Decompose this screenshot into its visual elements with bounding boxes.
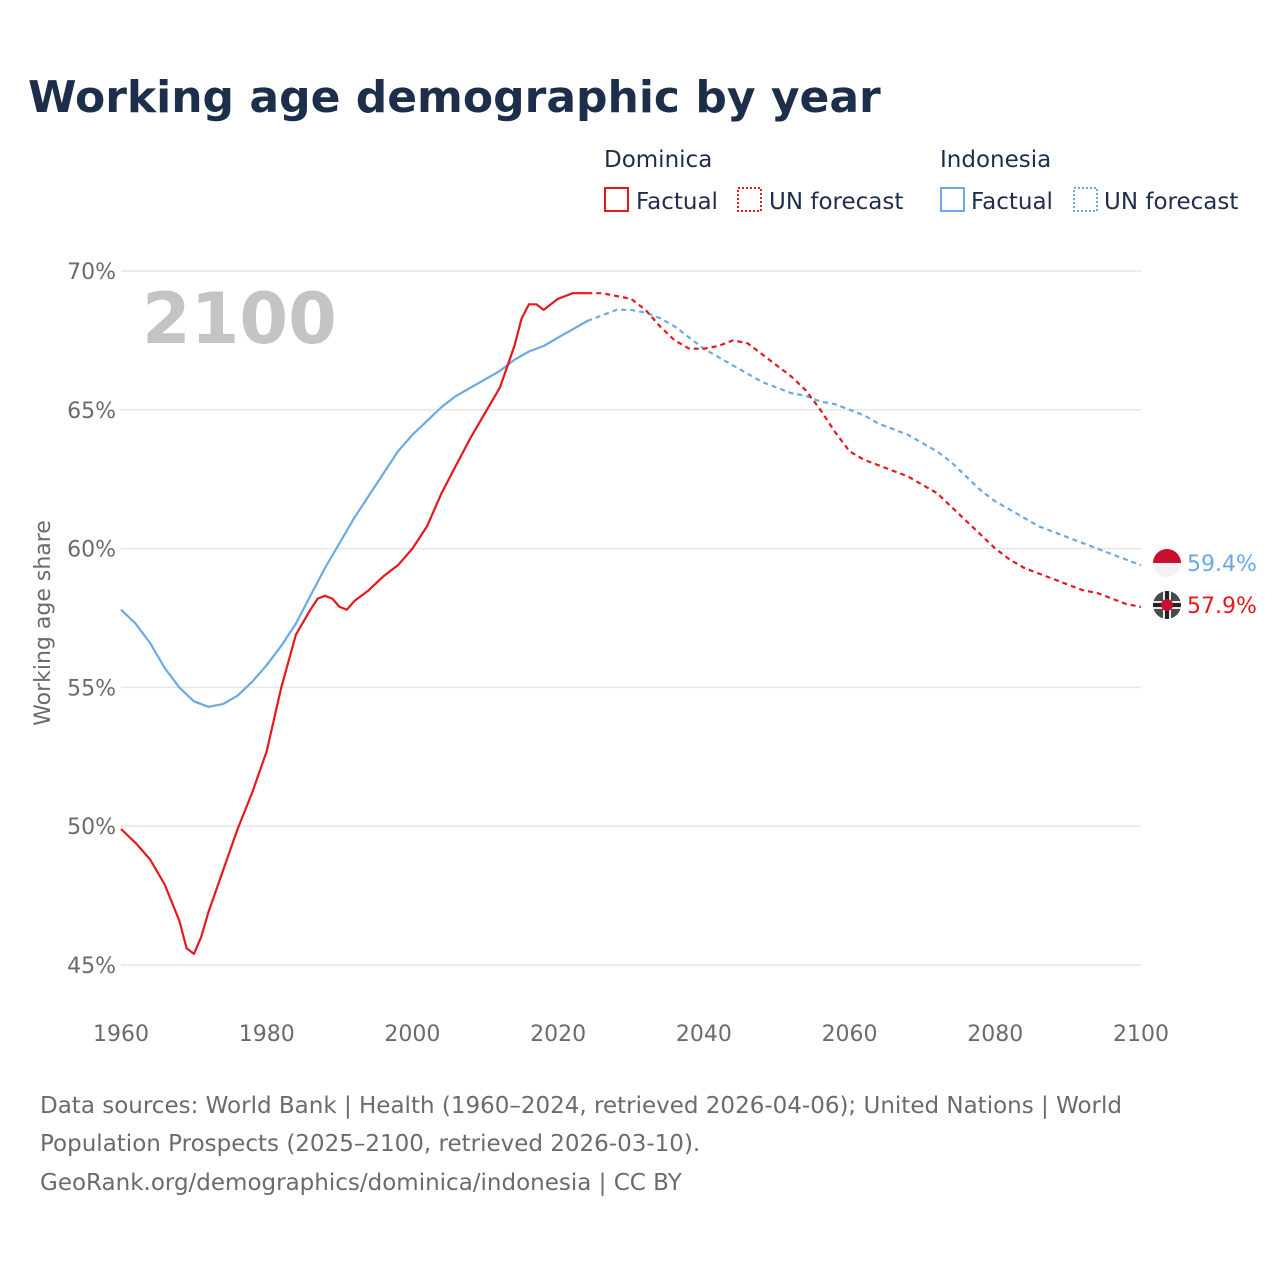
end-label-indonesia: 59.4% [1187,552,1257,577]
x-tick-label: 1960 [93,1022,149,1047]
dominica-flag-icon [1153,591,1181,619]
x-tick-label: 1980 [239,1022,295,1047]
x-tick-label: 2080 [967,1022,1023,1047]
legend-label-indonesia-factual[interactable]: Factual [971,189,1053,215]
series-line-indonesia-forecast[interactable] [586,308,1142,567]
y-tick-label: 55% [67,676,116,701]
x-tick-label: 2100 [1113,1022,1169,1047]
legend-swatch-dominica-factual[interactable] [604,187,629,212]
chart-title: Working age demographic by year [28,72,881,123]
legend-label-dominica-forecast[interactable]: UN forecast [769,189,903,215]
legend: Dominica Factual UN forecast Indonesia F… [604,147,1238,215]
indonesia-flag-icon [1153,549,1181,577]
y-axis-label: Working age share [31,520,56,726]
legend-swatch-dominica-forecast[interactable] [737,187,762,212]
legend-swatch-indonesia-factual[interactable] [940,187,965,212]
gridlines [121,270,1141,966]
y-tick-label: 65% [67,399,116,424]
end-label-dominica: 57.9% [1187,594,1257,619]
y-tick-label: 45% [67,954,116,979]
series-line-dominica-factual[interactable] [120,292,588,955]
source-line-1: Data sources: World Bank | Health (1960–… [40,1093,1122,1119]
y-tick-label: 50% [67,815,116,840]
legend-group-indonesia: Indonesia [940,147,1051,173]
y-axis-ticks: 45% 50% 55% 60% 65% 70% [67,260,116,979]
series [120,292,1142,955]
legend-group-dominica: Dominica [604,147,712,173]
x-tick-label: 2040 [676,1022,732,1047]
legend-label-dominica-factual[interactable]: Factual [636,189,718,215]
legend-label-indonesia-forecast[interactable]: UN forecast [1104,189,1238,215]
x-axis-ticks: 1960 1980 2000 2020 2040 2060 2080 2100 [93,1022,1169,1047]
series-line-dominica-forecast[interactable] [587,292,1142,608]
legend-swatch-indonesia-forecast[interactable] [1073,187,1098,212]
y-tick-label: 60% [67,538,116,563]
series-line-indonesia-factual[interactable] [120,320,588,708]
end-markers: 59.4% 57.9% [1153,549,1257,619]
x-tick-label: 2000 [384,1022,440,1047]
x-tick-label: 2060 [822,1022,878,1047]
source-link[interactable]: GeoRank.org/demographics/dominica/indone… [40,1170,683,1196]
x-tick-label: 2020 [530,1022,586,1047]
y-tick-label: 70% [67,260,116,285]
source-line-2: Population Prospects (2025–2100, retriev… [40,1131,700,1157]
year-label: 2100 [142,278,337,360]
